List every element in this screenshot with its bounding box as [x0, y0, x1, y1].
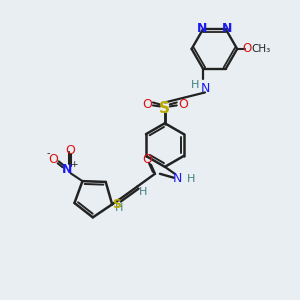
Text: H: H [139, 187, 147, 196]
Text: S: S [159, 101, 170, 116]
Text: S: S [112, 198, 122, 211]
Text: +: + [70, 160, 77, 169]
Text: O: O [242, 42, 252, 56]
Text: N: N [222, 22, 232, 35]
Text: -: - [46, 148, 50, 158]
Text: H: H [191, 80, 199, 89]
Text: O: O [142, 153, 152, 167]
Text: CH₃: CH₃ [251, 44, 271, 54]
Text: O: O [178, 98, 188, 111]
Text: H: H [115, 203, 124, 214]
Text: N: N [61, 163, 72, 176]
Text: O: O [142, 98, 152, 111]
Text: N: N [173, 172, 182, 185]
Text: N: N [200, 82, 210, 95]
Text: O: O [66, 144, 76, 157]
Text: O: O [48, 153, 58, 166]
Text: H: H [186, 174, 195, 184]
Text: N: N [197, 22, 207, 35]
